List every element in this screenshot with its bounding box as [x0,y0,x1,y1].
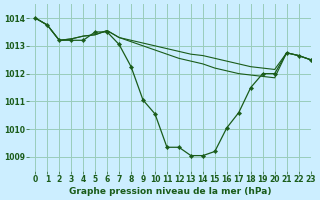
X-axis label: Graphe pression niveau de la mer (hPa): Graphe pression niveau de la mer (hPa) [69,187,271,196]
